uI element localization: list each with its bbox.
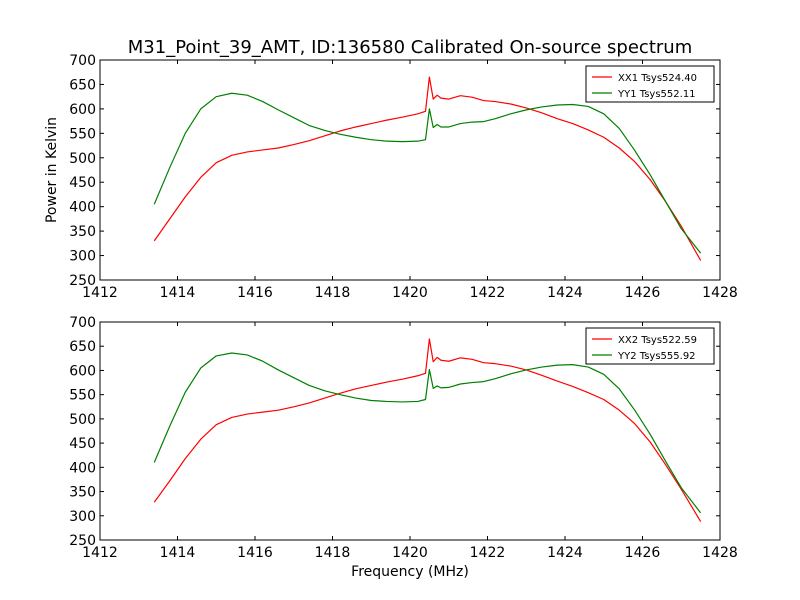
series-line-2 <box>153 352 702 514</box>
x-tick-label: 1420 <box>392 545 428 561</box>
y-tick-label: 300 <box>69 249 96 265</box>
x-tick-label: 1424 <box>547 545 583 561</box>
x-tick-label: 1412 <box>82 285 118 301</box>
legend: XX2 Tsys522.59 YY2 Tsys555.92 <box>585 327 715 365</box>
legend-entry: YY2 Tsys555.92 <box>617 351 696 362</box>
subplot-2: 1412 1414 1416 1418 1420 1422 1424 1426 1428 250 3… <box>69 315 738 580</box>
series-line-1 <box>153 338 702 522</box>
y-tick-label: 600 <box>69 102 96 118</box>
y-tick-label: 400 <box>69 460 96 476</box>
y-tick-label: 250 <box>69 273 96 289</box>
x-tick-label: 1416 <box>237 545 273 561</box>
y-tick-label: 350 <box>69 485 96 501</box>
subplot-1: 1412 1414 1416 1418 1420 1422 1424 1426 1428 250 3… <box>44 53 738 301</box>
y-tick-label: 550 <box>69 388 96 404</box>
x-tick-label: 1414 <box>160 545 196 561</box>
series-line-1 <box>153 76 702 261</box>
y-tick-label: 650 <box>69 77 96 93</box>
y-tick-label: 550 <box>69 126 96 142</box>
x-tick-label: 1424 <box>547 285 583 301</box>
x-tick-label: 1412 <box>82 545 118 561</box>
y-tick-label: 700 <box>69 315 96 331</box>
legend-entry: YY1 Tsys552.11 <box>617 89 696 100</box>
x-tick-label: 1422 <box>470 545 506 561</box>
y-tick-label: 500 <box>69 151 96 167</box>
x-tick-label: 1418 <box>315 285 351 301</box>
x-tick-label: 1426 <box>625 285 661 301</box>
figure-title: M31_Point_39_AMT, ID:136580 Calibrated O… <box>128 37 692 58</box>
y-tick-label: 450 <box>69 436 96 452</box>
y-tick-label: 250 <box>69 533 96 549</box>
y-tick-label: 500 <box>69 412 96 428</box>
y-tick-label: 400 <box>69 200 96 216</box>
x-tick-label: 1414 <box>160 285 196 301</box>
x-tick-label: 1420 <box>392 285 428 301</box>
plots: 1412 1414 1416 1418 1420 1422 1424 1426 1428 250 3… <box>44 53 738 580</box>
x-tick-label: 1416 <box>237 285 273 301</box>
x-tick-label: 1428 <box>702 285 738 301</box>
y-tick-label: 650 <box>69 339 96 355</box>
legend-entry: XX2 Tsys522.59 <box>618 335 697 346</box>
x-tick-label: 1418 <box>315 545 351 561</box>
legend-box <box>585 65 715 103</box>
legend: XX1 Tsys524.40 YY1 Tsys552.11 <box>585 65 715 103</box>
y-tick-label: 600 <box>69 363 96 379</box>
y-tick-label: 700 <box>69 53 96 69</box>
y-tick-label: 300 <box>69 509 96 525</box>
series-line-2 <box>153 92 702 254</box>
x-axis-label: Frequency (MHz) <box>351 564 469 580</box>
legend-entry: XX1 Tsys524.40 <box>618 73 697 84</box>
legend-box <box>585 327 715 365</box>
x-tick-label: 1426 <box>625 545 661 561</box>
x-tick-label: 1422 <box>470 285 506 301</box>
y-tick-label: 350 <box>69 224 96 240</box>
y-tick-label: 450 <box>69 175 96 191</box>
x-tick-label: 1428 <box>702 545 738 561</box>
y-axis-label: Power in Kelvin <box>44 117 60 223</box>
